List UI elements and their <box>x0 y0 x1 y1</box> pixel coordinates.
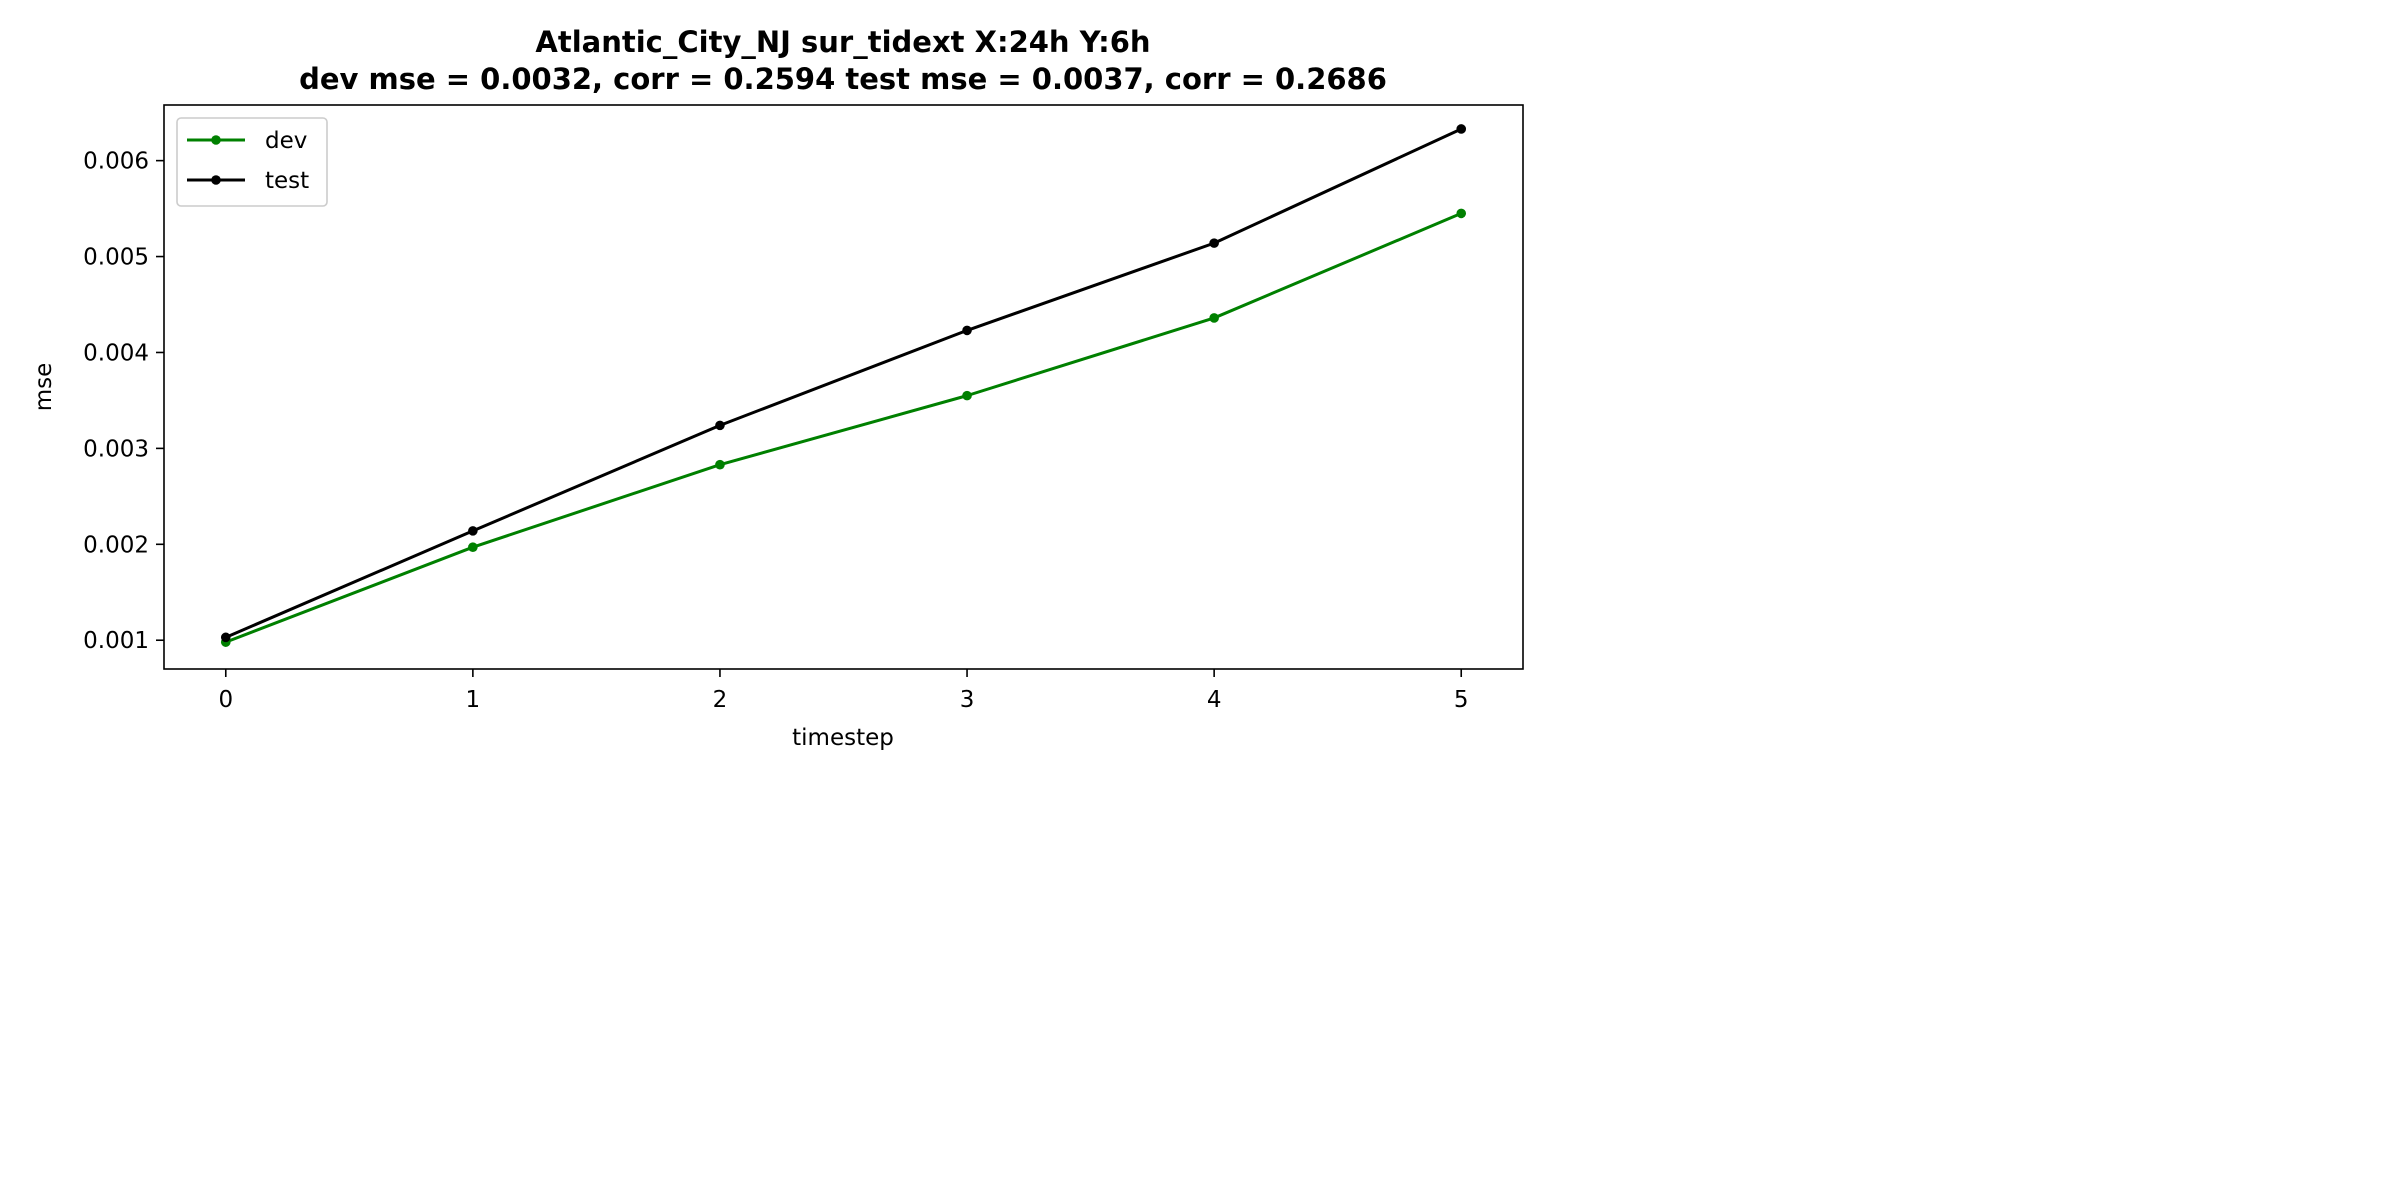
line-chart: Atlantic_City_NJ sur_tidext X:24h Y:6h d… <box>31 25 1524 751</box>
plot-marks <box>220 124 1467 647</box>
legend-label-test: test <box>265 168 309 194</box>
series-line-test <box>225 127 1462 639</box>
data-point-test <box>468 526 478 536</box>
y-tick-label: 0.006 <box>83 149 149 175</box>
x-tick-label: 0 <box>218 687 233 713</box>
legend-label-dev: dev <box>265 128 307 154</box>
x-tick-label: 5 <box>1454 687 1469 713</box>
y-tick-label: 0.003 <box>83 436 149 462</box>
y-axis-label: mse <box>31 363 57 412</box>
data-point-test <box>220 632 231 643</box>
data-point-test <box>1456 124 1467 134</box>
legend-marker-dev <box>211 135 221 145</box>
data-point-test <box>1209 238 1219 248</box>
data-point-test <box>715 420 725 431</box>
y-tick-label: 0.001 <box>83 628 149 654</box>
y-tick-label: 0.002 <box>83 532 149 558</box>
x-axis-ticks: 0 1 2 3 4 5 <box>218 669 1469 713</box>
y-axis-ticks: 0.001 0.002 0.003 0.004 0.005 0.006 <box>83 149 164 654</box>
chart-subtitle: dev mse = 0.0032, corr = 0.2594 test mse… <box>299 62 1387 96</box>
x-tick-label: 2 <box>713 687 728 713</box>
x-tick-label: 1 <box>466 687 481 713</box>
y-tick-label: 0.004 <box>83 340 149 366</box>
x-tick-label: 3 <box>960 687 975 713</box>
data-point-dev <box>468 542 478 552</box>
data-point-dev <box>962 390 972 401</box>
data-point-test <box>962 325 972 336</box>
data-point-dev <box>1209 313 1219 323</box>
legend-marker-test <box>211 175 221 185</box>
chart-title: Atlantic_City_NJ sur_tidext X:24h Y:6h <box>535 25 1150 59</box>
plot-frame <box>163 104 1524 670</box>
x-tick-label: 4 <box>1207 687 1222 713</box>
y-tick-label: 0.005 <box>83 245 149 271</box>
data-point-dev <box>715 459 725 470</box>
series-line-dev <box>225 212 1462 644</box>
legend: dev test <box>176 117 328 207</box>
data-point-dev <box>1456 208 1467 219</box>
x-axis-label: timestep <box>792 725 894 751</box>
